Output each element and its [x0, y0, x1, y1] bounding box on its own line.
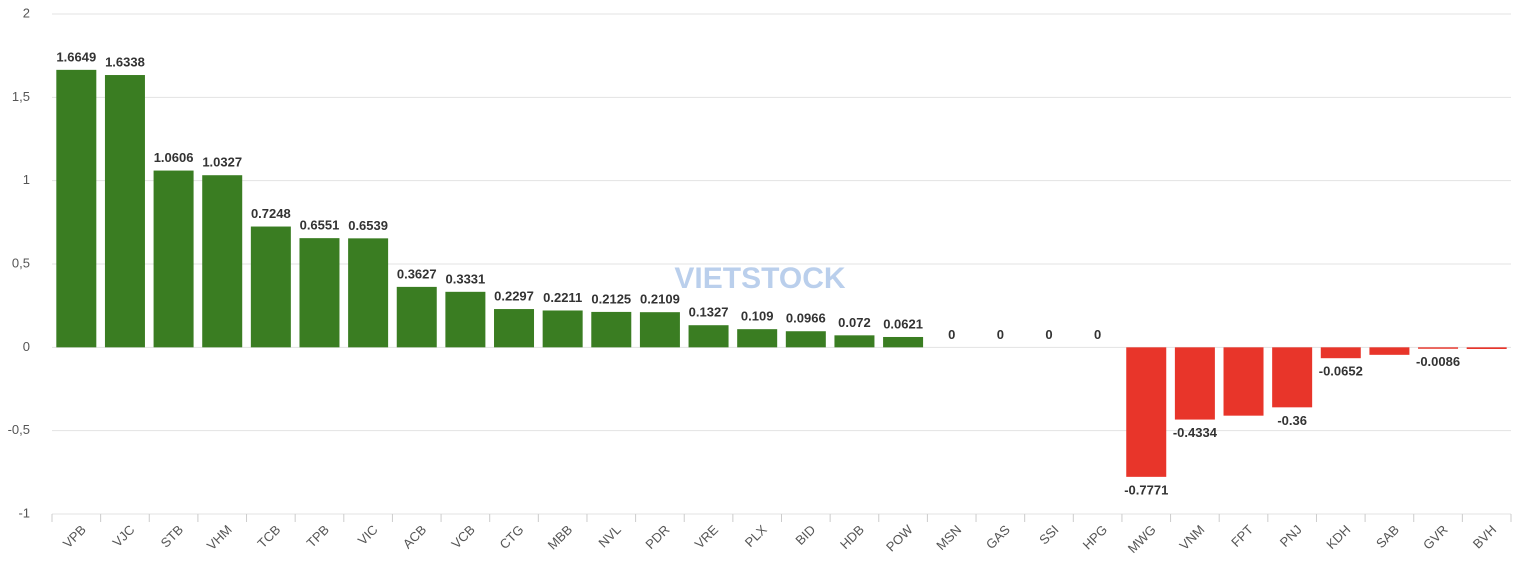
y-tick-label: -1 — [18, 505, 30, 520]
bar — [883, 336, 924, 348]
x-tick-label: POW — [883, 521, 916, 554]
x-tick-label: ACB — [400, 522, 430, 552]
value-label: 0.0966 — [786, 311, 826, 326]
value-label: -0.0652 — [1319, 364, 1363, 379]
value-label: 1.6649 — [56, 49, 96, 64]
bar — [348, 238, 389, 348]
x-tick-label: TCB — [254, 522, 283, 551]
value-label: 0.2109 — [640, 292, 680, 307]
value-label: 1.6338 — [105, 54, 145, 69]
watermark: VIETSTOCK — [674, 262, 845, 295]
x-tick-label: HDB — [837, 522, 867, 552]
bar — [445, 291, 486, 348]
x-tick-label: VIC — [355, 522, 381, 548]
x-tick-label: BVH — [1470, 522, 1500, 552]
bar — [202, 175, 243, 348]
bar — [299, 238, 340, 348]
value-label: 0.1327 — [689, 305, 729, 320]
x-tick-label: NVL — [595, 522, 623, 550]
x-tick-label: GAS — [983, 522, 1013, 552]
value-label: 0.3331 — [446, 271, 486, 286]
bar — [1466, 347, 1507, 349]
value-label: -0.0086 — [1416, 354, 1460, 369]
bar — [542, 310, 583, 348]
bar — [785, 331, 826, 348]
bar — [834, 335, 875, 348]
value-label: 1.0606 — [154, 150, 194, 165]
x-tick-label: VCB — [448, 522, 478, 552]
x-tick-label: SAB — [1373, 522, 1402, 551]
x-tick-label: PNJ — [1277, 522, 1305, 550]
x-tick-label: MWG — [1125, 522, 1159, 556]
bar — [1418, 347, 1459, 349]
value-label: 0.109 — [741, 309, 774, 324]
value-label: 0.6551 — [300, 218, 340, 233]
y-tick-label: 1 — [23, 172, 30, 187]
bar — [250, 226, 291, 348]
value-label: 1.0327 — [202, 155, 242, 170]
x-tick-label: VJC — [110, 522, 138, 550]
value-label: 0.2211 — [543, 290, 582, 305]
y-tick-label: 2 — [23, 5, 30, 20]
x-tick-label: VHM — [204, 522, 235, 553]
value-label: 0 — [948, 327, 955, 342]
y-tick-label: 0,5 — [12, 255, 30, 270]
x-tick-label: SSI — [1036, 522, 1061, 547]
value-label: 0.2125 — [591, 291, 631, 306]
value-label: 0.0621 — [883, 316, 923, 331]
value-label: -0.7771 — [1124, 482, 1168, 497]
bar — [104, 75, 145, 348]
value-label: -0.36 — [1277, 413, 1307, 428]
value-label: 0.2297 — [494, 288, 534, 303]
bar — [494, 309, 535, 348]
value-label: 0.3627 — [397, 266, 437, 281]
x-tick-label: GVR — [1420, 522, 1451, 553]
x-tick-label: PDR — [642, 522, 672, 552]
y-tick-label: 1,5 — [12, 89, 30, 104]
bar — [56, 69, 97, 348]
value-label: 0.6539 — [348, 218, 388, 233]
x-tick-label: VPB — [60, 522, 89, 551]
bar — [591, 311, 632, 348]
bar — [1369, 347, 1410, 355]
bar — [1320, 347, 1361, 359]
bar — [639, 312, 680, 348]
bar — [1126, 347, 1167, 477]
y-tick-label: -0,5 — [8, 422, 30, 437]
bar — [1272, 347, 1313, 408]
value-label: 0.7248 — [251, 206, 291, 221]
x-tick-label: TPB — [304, 522, 332, 550]
value-label: 0 — [1094, 327, 1101, 342]
x-tick-label: KDH — [1323, 522, 1353, 552]
bar — [396, 286, 437, 348]
bar — [737, 329, 778, 348]
x-tick-label: VRE — [692, 522, 722, 552]
x-tick-label: HPG — [1080, 522, 1111, 553]
x-tick-label: MBB — [545, 522, 576, 553]
x-tick-label: BID — [792, 522, 818, 548]
bar — [153, 170, 194, 348]
bar — [1223, 347, 1264, 416]
x-tick-label: VNM — [1176, 522, 1207, 553]
y-tick-label: 0 — [23, 339, 30, 354]
x-tick-label: PLX — [742, 522, 770, 550]
bar — [1174, 347, 1215, 420]
value-label: 0.072 — [838, 315, 871, 330]
bar — [688, 325, 729, 348]
value-label: 0 — [997, 327, 1004, 342]
x-tick-label: CTG — [497, 522, 527, 552]
x-tick-label: STB — [158, 522, 186, 550]
value-label: -0.4334 — [1173, 425, 1218, 440]
x-tick-label: FPT — [1228, 522, 1256, 550]
x-tick-label: MSN — [933, 522, 964, 553]
value-label: 0 — [1045, 327, 1052, 342]
